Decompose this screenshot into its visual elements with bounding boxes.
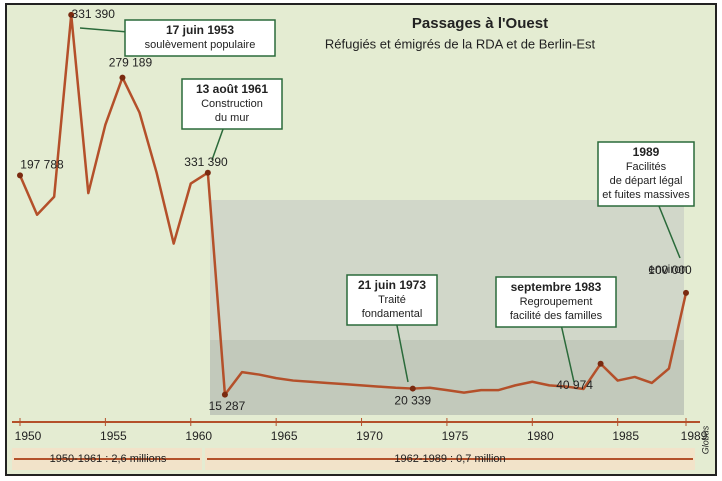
data-label: 279 189 [109, 56, 153, 70]
annotation-text: et fuites massives [602, 189, 690, 201]
data-point [119, 75, 125, 81]
annotation-text: facilité des familles [510, 310, 603, 322]
annotation-text: septembre 1983 [511, 280, 602, 294]
data-label: 20 339 [394, 394, 431, 408]
chart: Passages à l'Ouest Réfugiés et émigrés d… [0, 0, 722, 481]
x-tick-label: 1989 [681, 429, 708, 443]
annotation-text: 13 août 1961 [196, 82, 268, 96]
annotation-text: Traité [378, 294, 406, 306]
annotation-text: du mur [215, 112, 250, 124]
data-label: 197 788 [20, 158, 64, 172]
extra-label: environ [648, 262, 687, 276]
data-point [17, 172, 23, 178]
chart-subtitle: Réfugiés et émigrés de la RDA et de Berl… [325, 36, 596, 51]
x-tick-label: 1955 [100, 429, 127, 443]
x-tick-label: 1960 [185, 429, 212, 443]
annotation-text: Regroupement [520, 296, 593, 308]
annotation-text: 1989 [633, 145, 660, 159]
period-label: 1962-1989 : 0,7 million [394, 453, 505, 465]
annotation-text: soulèvement populaire [145, 39, 256, 51]
data-label: 331 390 [72, 7, 116, 21]
data-label: 40 974 [556, 378, 593, 392]
data-point [410, 386, 416, 392]
data-point [598, 361, 604, 367]
point-marker [205, 170, 211, 176]
x-tick-label: 1980 [527, 429, 554, 443]
data-label: 15 287 [209, 399, 246, 413]
x-tick-label: 1975 [442, 429, 469, 443]
annotation-text: de départ légal [610, 175, 683, 187]
x-tick-label: 1985 [612, 429, 639, 443]
period-label: 1950-1961 : 2,6 millions [50, 453, 167, 465]
annotation-text: 21 juin 1973 [358, 278, 426, 292]
annotation-text: Construction [201, 98, 263, 110]
data-point [683, 290, 689, 296]
data-point [222, 392, 228, 398]
annotation-text: fondamental [362, 308, 423, 320]
x-tick-label: 1950 [15, 429, 42, 443]
chart-title: Passages à l'Ouest [412, 15, 548, 32]
x-tick-label: 1965 [271, 429, 298, 443]
x-tick-label: 1970 [356, 429, 383, 443]
annotation-text: Facilités [626, 161, 667, 173]
annotation-text: 17 juin 1953 [166, 23, 234, 37]
extra-label: 331 390 [184, 155, 228, 169]
